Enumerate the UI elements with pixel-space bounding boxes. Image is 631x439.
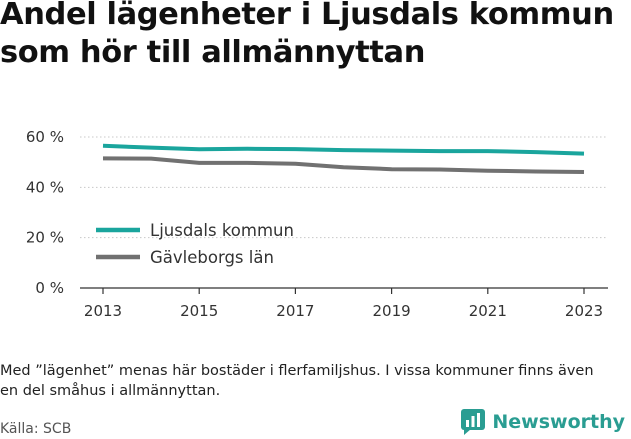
x-tick-label: 2021 xyxy=(469,302,507,320)
line-chart: 0 % 20 % 40 % 60 % 2013 2015 2017 2019 2021 2023… xyxy=(26,128,608,320)
y-tick-label: 40 % xyxy=(26,178,64,196)
series-line-ljusdals-kommun xyxy=(102,143,585,156)
chart-title: Andel lägenheter i Ljusdals kommun som h… xyxy=(0,0,614,70)
grid xyxy=(80,136,608,289)
source-credit: Källa: SCB xyxy=(0,421,72,437)
x-tick-label: 2015 xyxy=(180,302,218,320)
y-tick-label: 0 % xyxy=(35,279,64,297)
series-line-g-vleborgs-l-n xyxy=(102,156,585,174)
x-tick-label: 2023 xyxy=(565,302,603,320)
x-tick-label: 2019 xyxy=(373,302,411,320)
newsworthy-logo-icon xyxy=(461,409,486,435)
newsworthy-logo[interactable]: Newsworthy xyxy=(460,408,625,436)
footnote: Med ”lägenhet” menas här bostäder i fler… xyxy=(0,363,594,399)
newsworthy-logo-text: Newsworthy xyxy=(492,411,625,433)
x-tick-label: 2017 xyxy=(276,302,314,320)
y-axis: 0 % 20 % 40 % 60 % xyxy=(26,128,64,297)
legend-label: Ljusdals kommun xyxy=(150,221,294,240)
legend-label: Gävleborgs län xyxy=(150,248,274,267)
series xyxy=(102,143,585,174)
x-axis: 2013 2015 2017 2019 2021 2023 xyxy=(84,288,603,320)
y-tick-label: 60 % xyxy=(26,128,64,146)
legend: Ljusdals kommun Gävleborgs län xyxy=(96,221,294,267)
x-tick-label: 2013 xyxy=(84,302,122,320)
y-tick-label: 20 % xyxy=(26,229,64,247)
